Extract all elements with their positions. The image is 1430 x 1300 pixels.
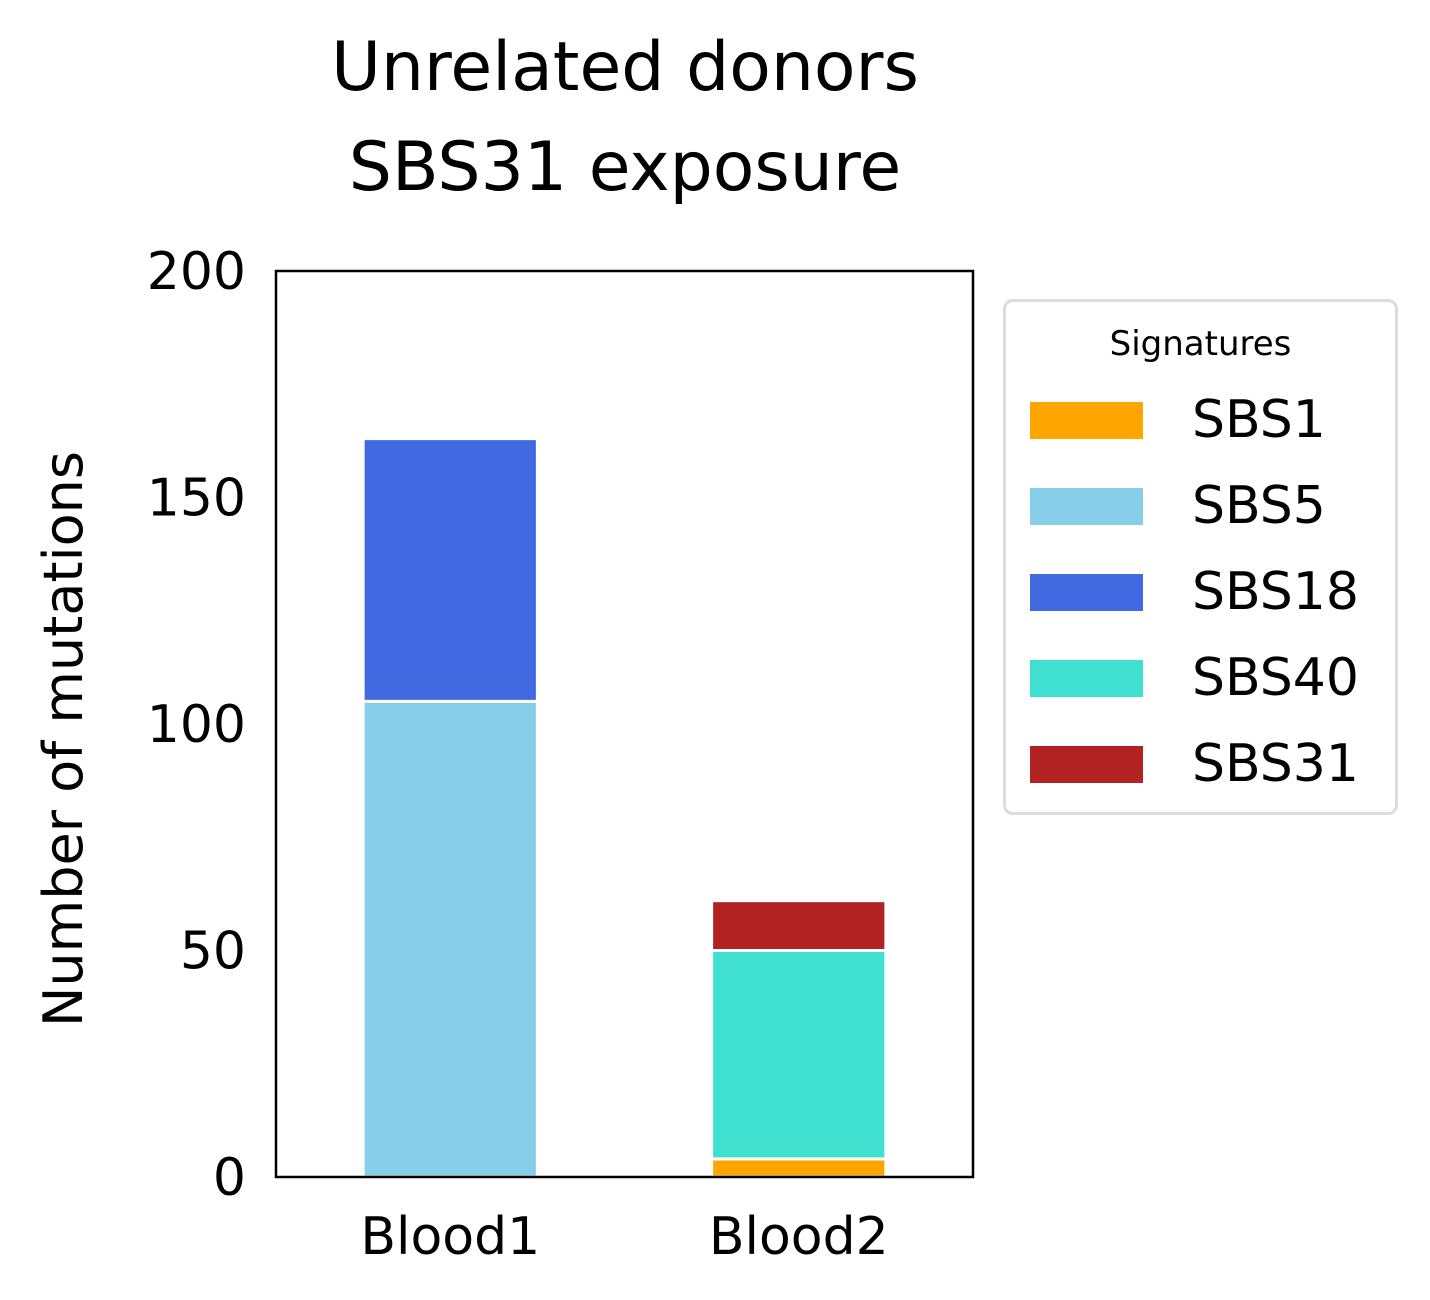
legend-label: SBS5 [1192, 476, 1326, 536]
bars-layer [361, 437, 888, 1179]
y-tick-label: 100 [147, 695, 246, 755]
legend-item-sbs31: SBS31 [1030, 734, 1390, 794]
bar-blood2-sbs1 [710, 1157, 888, 1179]
chart-title-line-2: SBS31 exposure [348, 128, 902, 207]
legend: Signatures SBS1 SBS5 SBS18 SBS40 SBS31 [1003, 299, 1398, 815]
legend-item-sbs1: SBS1 [1030, 390, 1390, 450]
chart-title-line-1: Unrelated donors [331, 28, 919, 107]
legend-label: SBS1 [1192, 390, 1326, 450]
y-tick-label: 50 [180, 922, 246, 982]
legend-label: SBS40 [1192, 648, 1359, 708]
bar-blood1-sbs5 [361, 699, 539, 1179]
plot-frame [274, 269, 975, 1179]
y-tick-label: 150 [147, 469, 246, 529]
legend-swatch [1030, 402, 1143, 439]
bar-blood2-sbs40 [710, 949, 888, 1161]
legend-swatch [1030, 574, 1143, 611]
legend-swatch [1030, 660, 1143, 697]
legend-item-sbs40: SBS40 [1030, 648, 1390, 708]
legend-swatch [1030, 746, 1143, 783]
legend-label: SBS31 [1192, 734, 1359, 794]
x-axis-ticks: Blood1 Blood2 [360, 1207, 888, 1267]
y-tick-label: 200 [147, 242, 246, 302]
y-axis-label: Number of mutations [32, 451, 95, 1027]
x-tick-label: Blood1 [360, 1207, 540, 1267]
bar-blood2-sbs31 [710, 899, 888, 952]
legend-swatch [1030, 488, 1143, 525]
legend-item-sbs18: SBS18 [1030, 562, 1390, 622]
y-axis-ticks: 0 50 100 150 200 [147, 242, 246, 1208]
y-tick-label: 0 [213, 1148, 246, 1208]
x-tick-label: Blood2 [709, 1207, 889, 1267]
legend-title: Signatures [1109, 324, 1292, 364]
legend-item-sbs5: SBS5 [1030, 476, 1390, 536]
legend-label: SBS18 [1192, 562, 1359, 622]
bar-blood1-sbs18 [361, 437, 539, 703]
